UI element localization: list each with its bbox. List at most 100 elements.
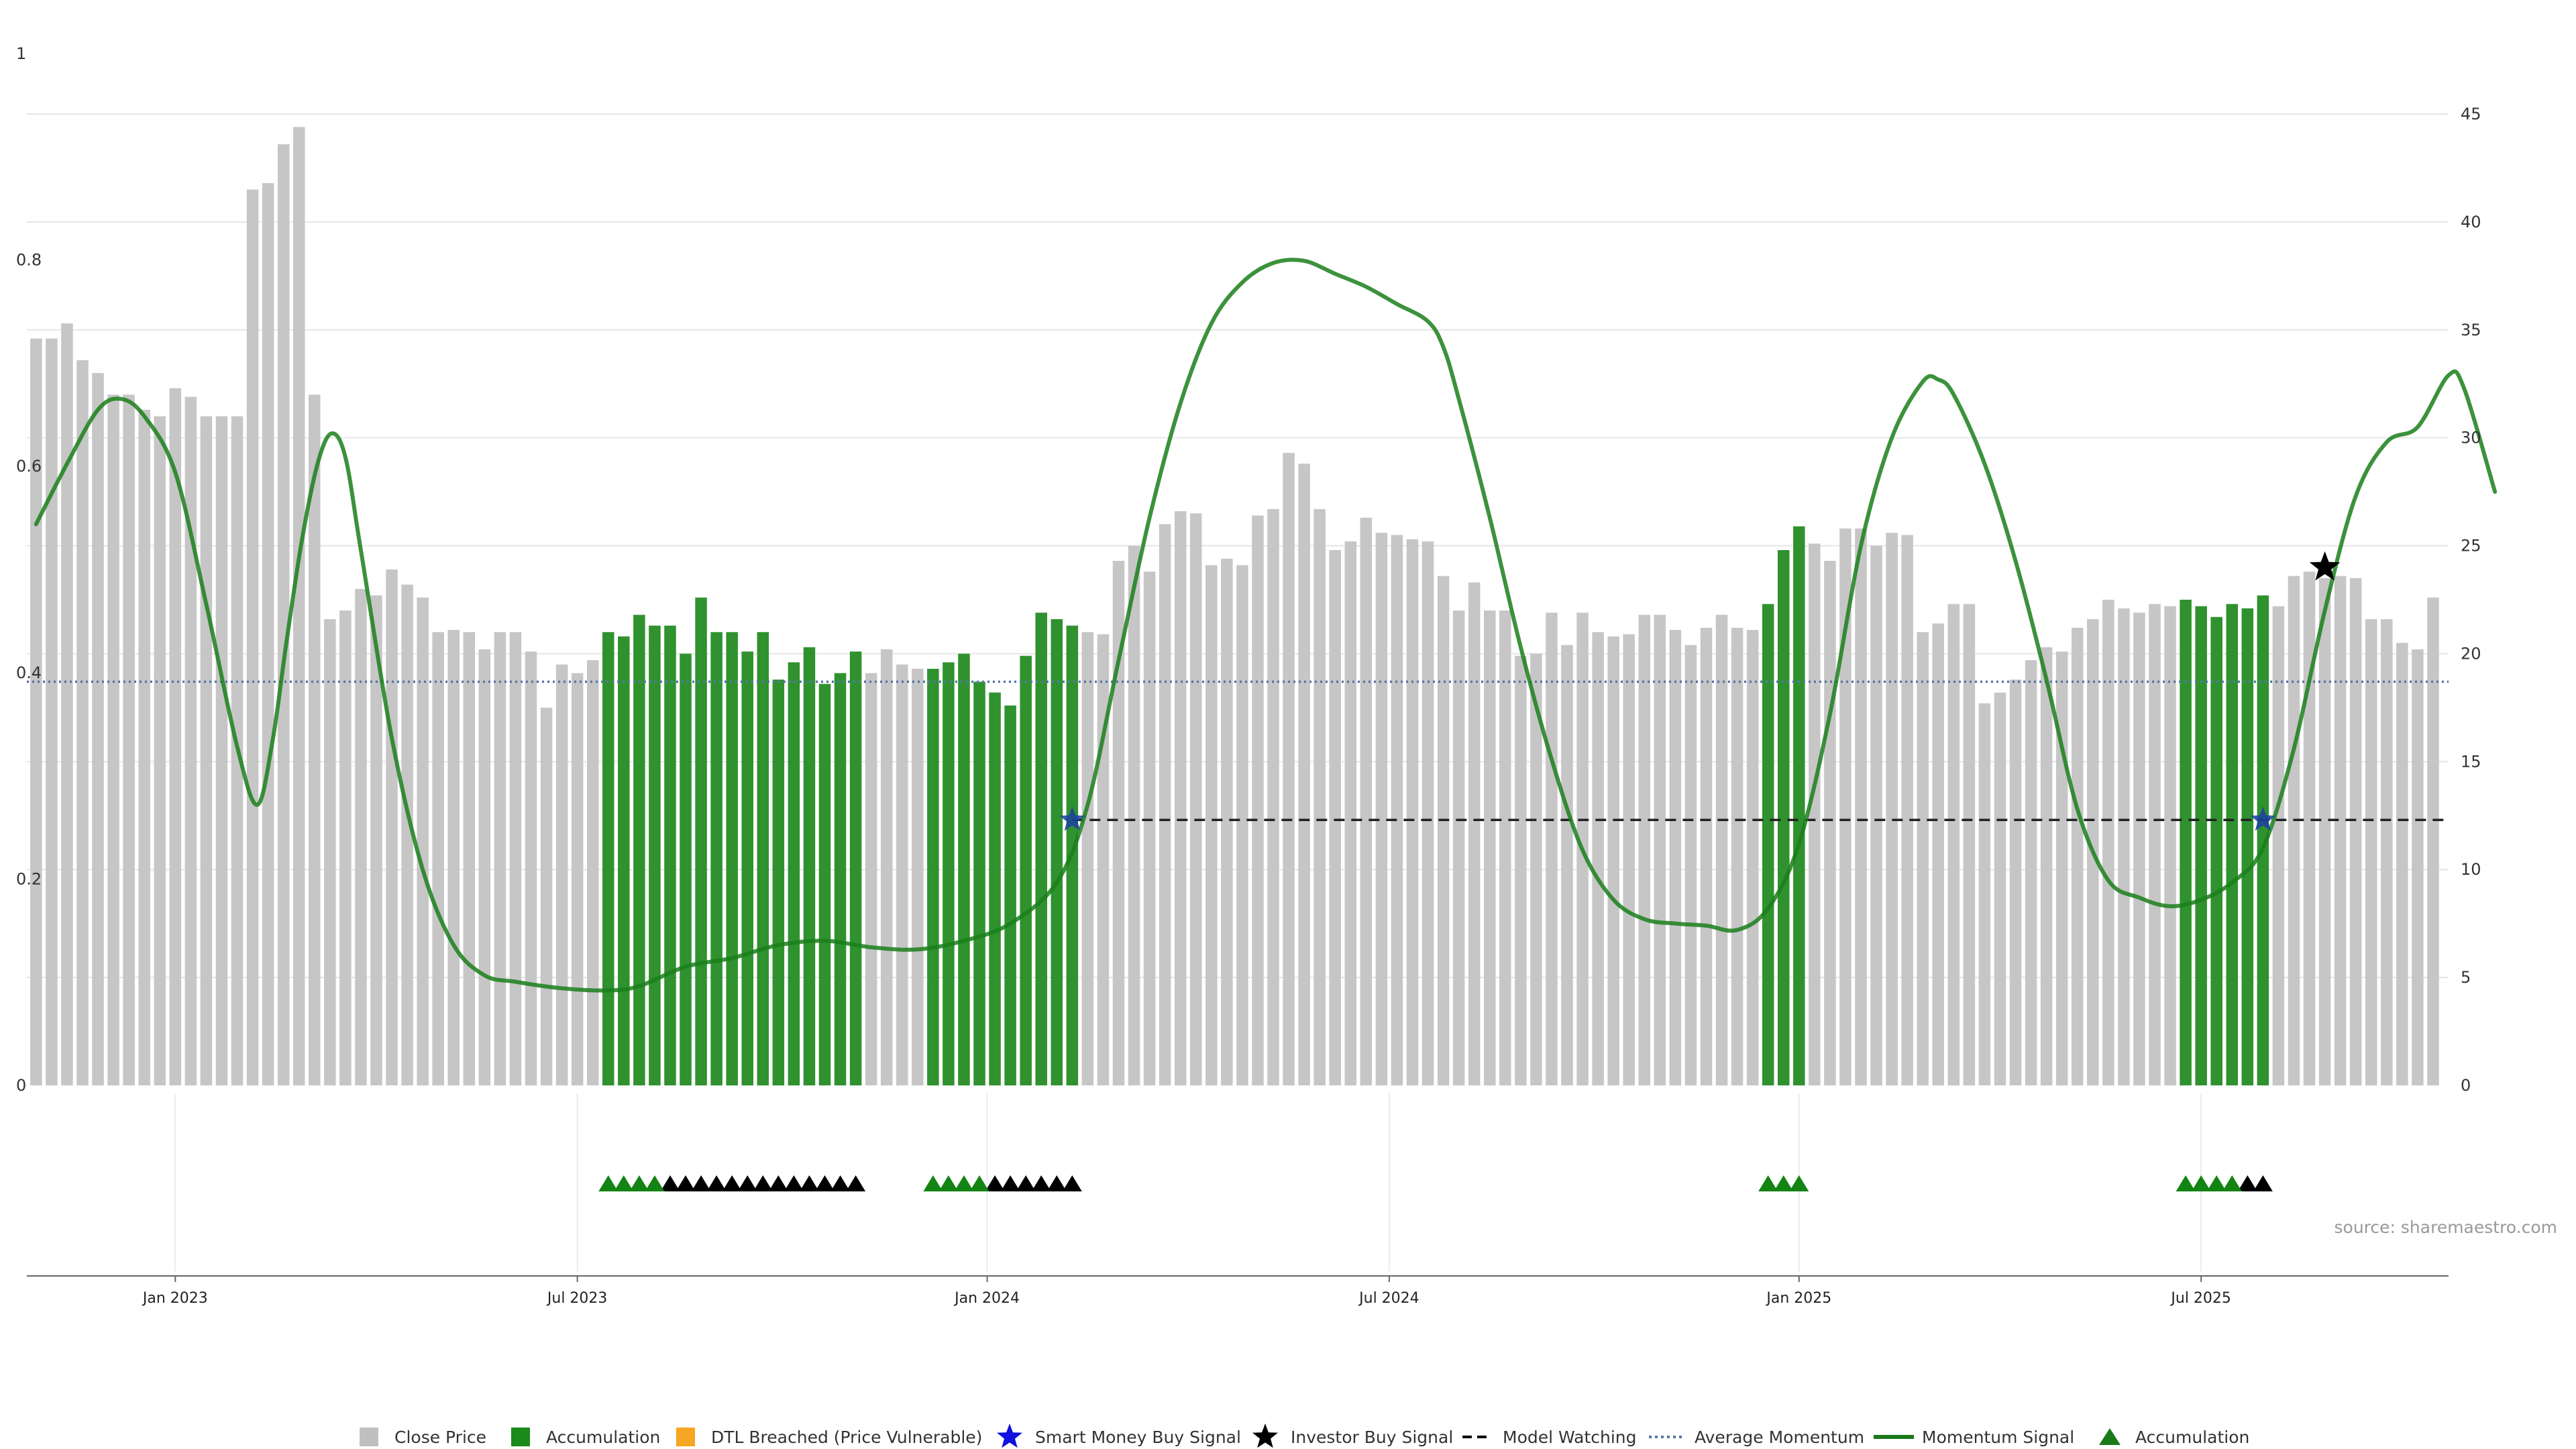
price-bar (1236, 565, 1248, 1085)
price-bar (1561, 645, 1573, 1085)
smart-money-buy-signal (1059, 806, 1085, 831)
accumulation-triangle (1758, 1175, 1778, 1191)
accumulation-bar (757, 632, 769, 1085)
price-bar (1901, 535, 1913, 1085)
price-bar (1190, 513, 1202, 1085)
price-bar (1515, 655, 1527, 1085)
price-bar (2055, 651, 2068, 1085)
price-bar (2071, 627, 2084, 1085)
legend-item: DTL Breached (Price Vulnerable) (676, 1428, 982, 1447)
accumulation-triangle (737, 1175, 757, 1191)
price-bar (478, 649, 491, 1085)
accumulation-triangle (2237, 1175, 2257, 1191)
price-bar (1932, 623, 1945, 1085)
accumulation-bar (973, 682, 985, 1085)
accumulation-triangles (598, 1175, 2273, 1191)
accumulation-bar (664, 625, 676, 1085)
accumulation-bar (710, 632, 722, 1085)
momentum-signal-line (34, 258, 2498, 993)
accumulation-bar (1035, 612, 1047, 1085)
accumulation-triangle (629, 1175, 649, 1191)
price-bar (1824, 561, 1836, 1085)
accumulation-bar (726, 632, 738, 1085)
accumulation-triangle (691, 1175, 711, 1191)
price-bar (2040, 647, 2053, 1085)
legend-item: Smart Money Buy Signal (997, 1424, 1241, 1448)
price-bar (2303, 572, 2316, 1085)
price-bar (1406, 539, 1419, 1085)
accumulation-triangle (954, 1175, 974, 1191)
price-bars (30, 127, 2439, 1086)
price-bar (555, 664, 568, 1085)
accumulation-triangle (799, 1175, 819, 1191)
right-axis-tick: 20 (2461, 644, 2481, 663)
accumulation-bar (680, 653, 692, 1085)
price-bar (46, 338, 58, 1085)
accumulation-bar (2195, 606, 2207, 1085)
accumulation-bar (989, 692, 1001, 1085)
price-bar (525, 651, 537, 1085)
price-bar (277, 144, 290, 1085)
accumulation-bar (772, 680, 785, 1085)
price-bar (1715, 614, 1728, 1085)
price-bar (1746, 630, 1759, 1085)
accumulation-bar (788, 662, 800, 1085)
accumulation-bar (2257, 595, 2269, 1085)
right-axis-tick: 10 (2461, 860, 2481, 879)
price-bar (2427, 597, 2439, 1085)
price-bar (1499, 610, 1511, 1085)
price-bar (1360, 517, 1373, 1085)
price-bar (76, 360, 89, 1085)
price-bar (1839, 528, 1851, 1085)
price-bar (1468, 582, 1481, 1085)
price-bar (2272, 606, 2285, 1085)
accumulation-bar (1793, 526, 1805, 1085)
accumulation-triangle (1000, 1175, 1020, 1191)
x-axis: Jan 2023 Jul 2023 Jan 2024 Jul 2024 Jan 2025… (27, 1275, 2449, 1307)
accumulation-triangle (2206, 1175, 2226, 1191)
price-bar (138, 409, 150, 1085)
source-label: source: sharemaestro.com (2334, 1218, 2558, 1237)
price-bar (92, 373, 104, 1085)
accumulation-triangle (1031, 1175, 1051, 1191)
price-bar (2102, 600, 2114, 1085)
price-bar (1205, 565, 1218, 1085)
right-axis-tick: 15 (2461, 752, 2481, 771)
accumulation-triangle (784, 1175, 804, 1191)
x-axis-tick-label: Jan 2023 (142, 1290, 208, 1307)
accumulation-bar (695, 597, 707, 1085)
accumulation-triangle (938, 1175, 959, 1191)
legend-label: Accumulation (2135, 1428, 2249, 1447)
accumulation-bar (803, 647, 816, 1085)
legend-item: Accumulation (511, 1428, 660, 1447)
price-bar (1638, 614, 1651, 1085)
accumulation-triangle (2253, 1175, 2273, 1191)
accumulation-bar (2226, 604, 2239, 1085)
price-bar (1994, 692, 2006, 1085)
accumulation-triangle (676, 1175, 696, 1191)
legend-label: Accumulation (546, 1428, 660, 1447)
left-axis-tick: 0 (16, 1076, 26, 1095)
accumulation-bar (818, 684, 831, 1085)
legend-icon-square (360, 1428, 378, 1446)
legend-item: Average Momentum (1649, 1428, 1864, 1447)
accumulation-triangle (1774, 1175, 1794, 1191)
price-bar (417, 597, 429, 1085)
accumulation-bar (649, 625, 661, 1085)
x-axis-tick-label: Jul 2023 (546, 1290, 608, 1307)
price-bar (2009, 680, 2022, 1085)
price-bar (370, 595, 382, 1085)
price-bar (1298, 464, 1310, 1085)
accumulation-triangle (598, 1175, 619, 1191)
accumulation-bar (834, 673, 847, 1085)
accumulation-bar (2210, 616, 2222, 1085)
left-axis-tick: 0.6 (16, 457, 42, 476)
price-bar (865, 673, 877, 1085)
x-axis-tick-label: Jul 2025 (2169, 1290, 2231, 1307)
price-bar (2149, 604, 2161, 1085)
price-bar (1143, 572, 1156, 1085)
price-bar (1344, 541, 1357, 1085)
legend-label: Model Watching (1503, 1428, 1637, 1447)
legend-item: Model Watching (1462, 1428, 1637, 1447)
